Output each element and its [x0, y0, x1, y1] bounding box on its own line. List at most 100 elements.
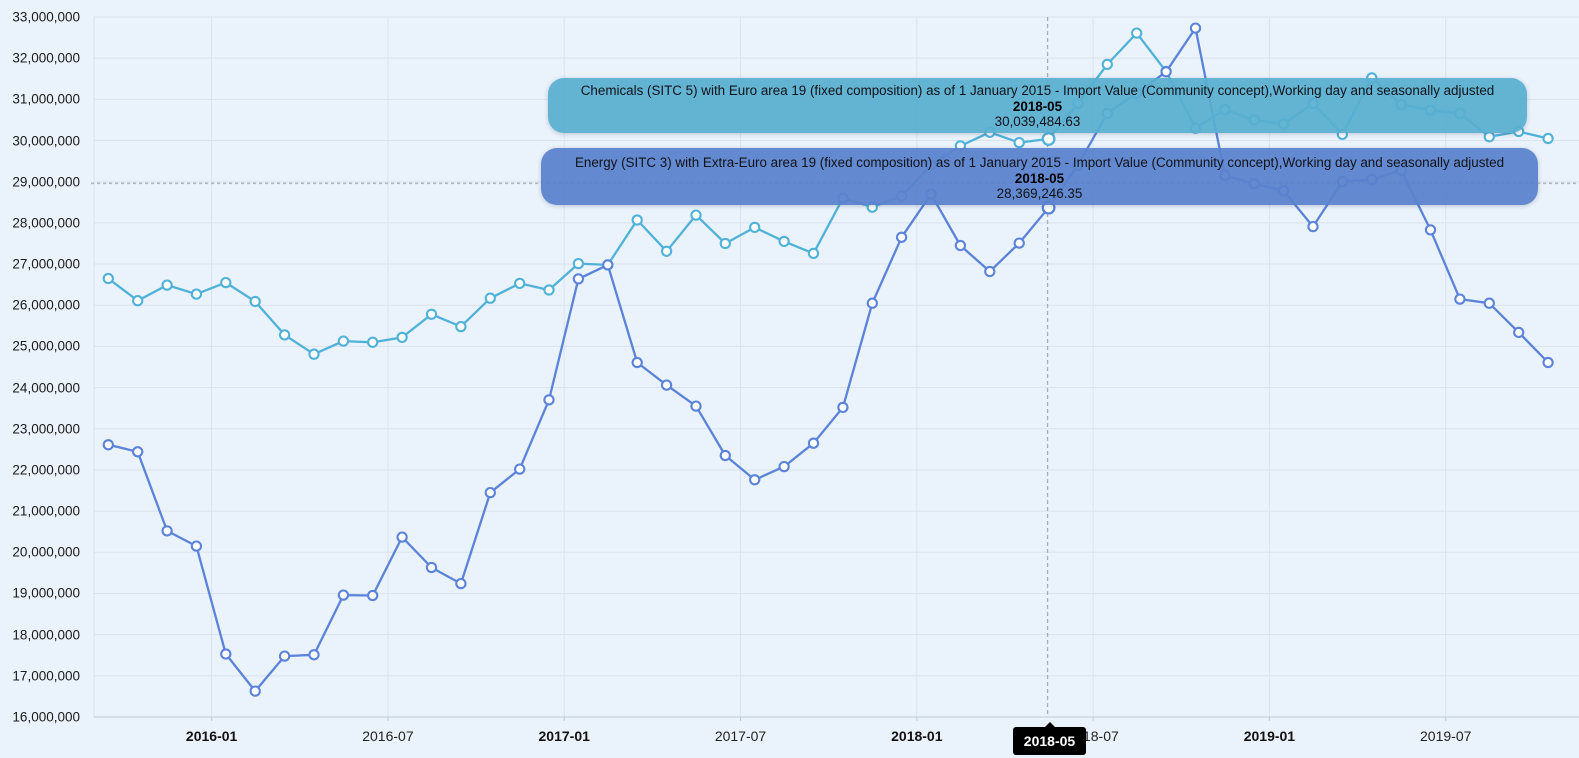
data-point[interactable]: [690, 209, 702, 221]
data-point[interactable]: [249, 295, 261, 308]
data-point[interactable]: [367, 589, 379, 602]
data-point[interactable]: [367, 336, 379, 348]
data-point[interactable]: [749, 474, 761, 486]
data-point[interactable]: [249, 685, 261, 697]
tooltip-chemicals: Chemicals (SITC 5) with Euro area 19 (fi…: [548, 78, 1527, 133]
x-axis-label: 2016-07: [362, 728, 414, 744]
data-point[interactable]: [631, 356, 643, 369]
data-point[interactable]: [1542, 132, 1554, 145]
x-axis-label: 2017-07: [714, 728, 767, 744]
tooltip-energy: Energy (SITC 3) with Extra-Euro area 19 …: [541, 148, 1538, 205]
data-point[interactable]: [1131, 27, 1143, 39]
data-point[interactable]: [455, 320, 467, 333]
data-point[interactable]: [455, 577, 467, 590]
x-axis-hover-label: 2018-05: [1023, 733, 1076, 749]
data-point[interactable]: [572, 273, 585, 285]
data-point[interactable]: [866, 297, 878, 309]
data-point[interactable]: [484, 292, 496, 304]
tooltip-chemicals-date: 2018-05: [1012, 99, 1063, 114]
data-point[interactable]: [278, 650, 291, 662]
data-point[interactable]: [132, 446, 144, 458]
x-axis-label: 2019-01: [1243, 728, 1296, 744]
data-point[interactable]: [132, 295, 144, 307]
y-axis-label: 26,000,000: [12, 297, 80, 313]
data-point[interactable]: [660, 245, 673, 257]
tooltip-chemicals-title: Chemicals (SITC 5) with Euro area 19 (fi…: [580, 83, 1495, 98]
data-point[interactable]: [807, 437, 820, 449]
y-axis-label: 32,000,000: [12, 50, 80, 66]
data-point[interactable]: [837, 401, 849, 414]
y-axis-label: 23,000,000: [12, 421, 80, 437]
y-axis-label: 20,000,000: [12, 544, 80, 560]
data-point[interactable]: [1189, 22, 1202, 34]
data-point[interactable]: [1483, 131, 1495, 143]
tooltip-energy-date: 2018-05: [1014, 171, 1065, 186]
data-point[interactable]: [602, 259, 614, 271]
data-point[interactable]: [190, 540, 203, 552]
x-axis-label: 2019-07: [1420, 728, 1472, 744]
data-point[interactable]: [102, 439, 114, 451]
data-point[interactable]: [1013, 136, 1025, 149]
data-point[interactable]: [337, 589, 350, 601]
data-point[interactable]: [719, 449, 731, 462]
y-axis-label: 27,000,000: [12, 256, 80, 272]
data-point[interactable]: [396, 531, 408, 543]
y-axis-label: 28,000,000: [12, 215, 80, 231]
data-point[interactable]: [1013, 237, 1025, 249]
data-point[interactable]: [543, 284, 555, 296]
data-point[interactable]: [220, 648, 232, 660]
data-point[interactable]: [543, 394, 555, 406]
x-axis-label: 2016-01: [185, 728, 238, 744]
data-point[interactable]: [690, 400, 702, 412]
data-point[interactable]: [984, 265, 996, 278]
data-point[interactable]: [1424, 224, 1437, 236]
y-axis-label: 19,000,000: [12, 585, 80, 601]
data-point[interactable]: [1454, 293, 1466, 305]
tooltip-chemicals-value: 30,039,484.63: [994, 114, 1081, 129]
data-point[interactable]: [660, 379, 673, 391]
data-point[interactable]: [337, 335, 350, 347]
data-point[interactable]: [1483, 297, 1495, 309]
y-axis-label: 21,000,000: [12, 503, 80, 519]
y-axis-label: 18,000,000: [12, 627, 80, 643]
data-point[interactable]: [1101, 58, 1113, 71]
data-point[interactable]: [308, 348, 320, 360]
x-axis-label: 2017-01: [538, 728, 590, 744]
data-point[interactable]: [719, 237, 731, 250]
y-axis-label: 16,000,000: [12, 709, 80, 725]
data-point[interactable]: [425, 308, 438, 320]
data-point[interactable]: [161, 279, 173, 291]
y-axis-label: 29,000,000: [12, 174, 80, 190]
data-point[interactable]: [1160, 66, 1172, 78]
data-point[interactable]: [954, 239, 967, 252]
data-point[interactable]: [1307, 220, 1319, 233]
y-axis-label: 30,000,000: [12, 133, 80, 149]
data-point[interactable]: [278, 329, 291, 341]
data-point[interactable]: [161, 525, 173, 537]
data-point[interactable]: [1513, 326, 1525, 339]
y-axis-label: 22,000,000: [12, 462, 80, 478]
data-point[interactable]: [895, 231, 908, 243]
data-point[interactable]: [308, 649, 320, 661]
data-point[interactable]: [514, 463, 526, 475]
y-axis-label: 33,000,000: [12, 9, 80, 25]
tooltip-energy-value: 28,369,246.35: [996, 186, 1083, 201]
data-point[interactable]: [190, 288, 203, 300]
data-point[interactable]: [631, 214, 643, 226]
data-point[interactable]: [102, 272, 114, 285]
data-point[interactable]: [807, 247, 820, 260]
data-point[interactable]: [514, 277, 526, 290]
data-point[interactable]: [396, 331, 408, 344]
data-point[interactable]: [1041, 131, 1056, 146]
data-point[interactable]: [425, 561, 438, 574]
data-point[interactable]: [778, 460, 790, 473]
x-axis-label: 2018-01: [891, 728, 943, 744]
data-point[interactable]: [778, 235, 790, 248]
y-axis-label: 31,000,000: [12, 91, 80, 107]
data-point[interactable]: [749, 221, 761, 234]
data-point[interactable]: [572, 257, 585, 270]
data-point[interactable]: [1542, 356, 1554, 369]
y-axis-label: 25,000,000: [12, 338, 80, 354]
data-point[interactable]: [484, 486, 496, 499]
data-point[interactable]: [220, 276, 232, 289]
